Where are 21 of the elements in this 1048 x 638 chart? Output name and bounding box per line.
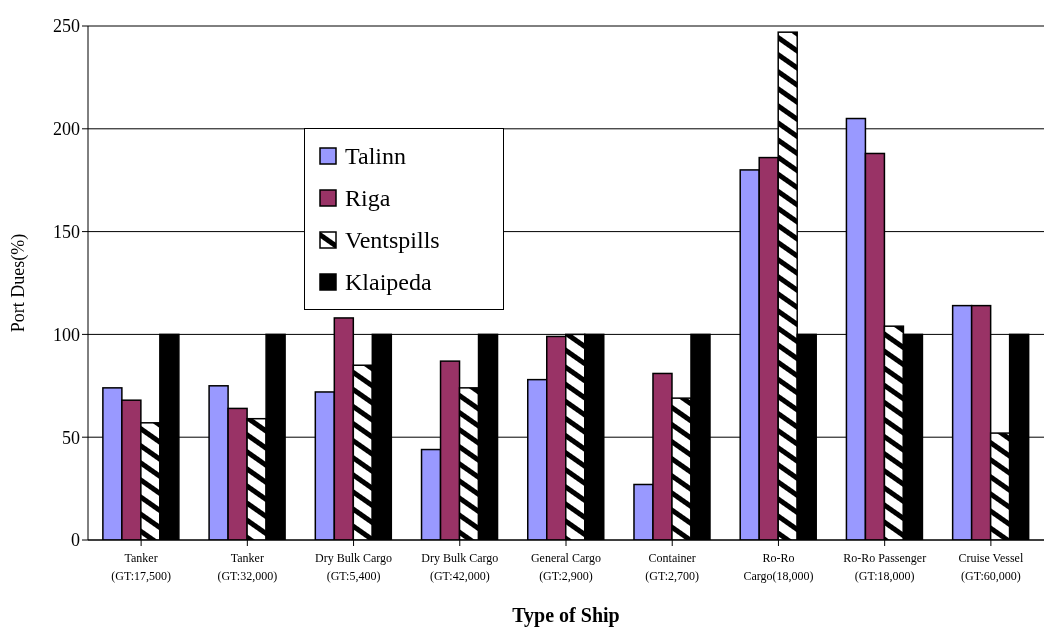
legend-label: Talinn xyxy=(344,141,407,171)
y-tick-label: 250 xyxy=(53,16,80,37)
legend-label: Ventspills xyxy=(344,225,441,255)
y-tick-label: 150 xyxy=(53,221,80,242)
x-tick-label: Tanker (GT:17,500) xyxy=(111,551,171,583)
x-tick-label: General Cargo (GT:2,900) xyxy=(530,551,602,583)
y-axis-title: Port Dues(%) xyxy=(8,233,30,333)
x-tick-label: Dry Bulk Cargo (GT:42,000) xyxy=(421,551,499,583)
legend-label: Riga xyxy=(344,183,392,213)
legend-label: Klaipeda xyxy=(344,267,433,297)
y-tick-label: 200 xyxy=(53,119,80,140)
y-tick-label: 100 xyxy=(53,324,80,345)
y-tick-label: 50 xyxy=(62,427,80,448)
x-tick-label: Ro-Ro Passenger (GT:18,000) xyxy=(843,551,927,583)
x-tick-label: Tanker (GT:32,000) xyxy=(217,551,278,583)
y-tick-label: 0 xyxy=(71,530,80,551)
x-tick-label: Container (GT:2,700) xyxy=(645,551,700,583)
x-tick-label: Cruise Vessel (GT:60,000) xyxy=(958,551,1024,583)
x-tick-label: Ro-Ro Cargo(18,000) xyxy=(743,551,814,583)
x-tick-label: Dry Bulk Cargo (GT:5,400) xyxy=(315,551,393,583)
x-axis-title: Type of Ship xyxy=(512,604,620,627)
